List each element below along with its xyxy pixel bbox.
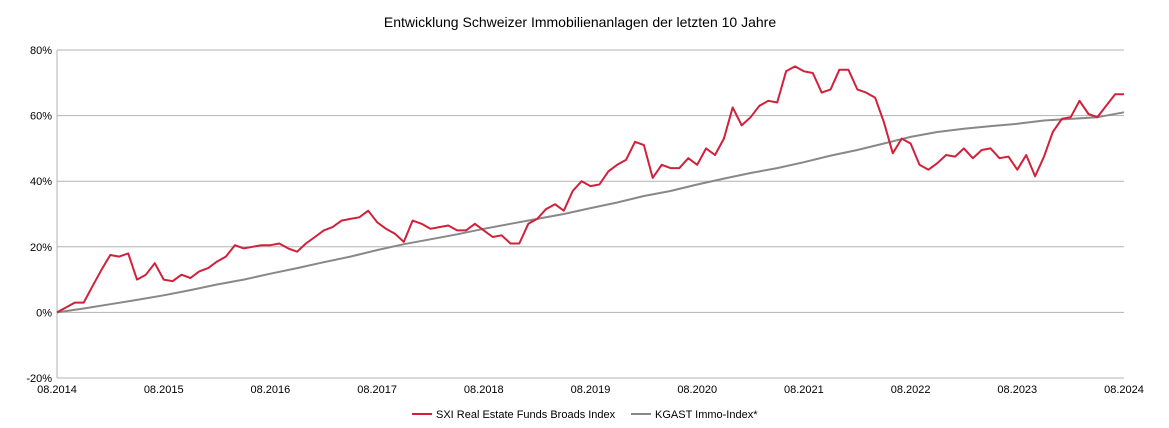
y-tick-label: 0%: [36, 307, 52, 319]
series-line-0: [56, 65, 1124, 314]
y-tick-label: 20%: [30, 242, 52, 254]
y-tick-label: 40%: [30, 176, 52, 188]
y-tick-label: -20%: [26, 373, 52, 385]
legend-label-1: KGAST Immo-Index*: [655, 409, 758, 421]
legend: SXI Real Estate Funds Broads Index KGAST …: [412, 409, 758, 421]
x-tick-label: 08.2018: [464, 384, 504, 396]
grid-lines: [57, 49, 1124, 379]
chart-title: Entwicklung Schweizer Immobilienanlagen …: [384, 14, 776, 30]
y-tick-label: 60%: [30, 111, 52, 123]
x-tick-label: 08.2014: [37, 384, 77, 396]
x-tick-label: 08.2024: [1104, 384, 1144, 396]
series-lines: [56, 65, 1125, 314]
x-tick-label: 08.2020: [677, 384, 717, 396]
x-tick-label: 08.2017: [357, 384, 397, 396]
axes: 80% 60% 40% 20% 0% -20%08.2014 08.2015 08.2016 0…: [26, 45, 1144, 396]
x-tick-label: 08.2023: [997, 384, 1037, 396]
x-tick-label: 08.2021: [784, 384, 824, 396]
y-tick-label: 80%: [30, 45, 52, 57]
series-line-1: [56, 111, 1125, 314]
legend-label-0: SXI Real Estate Funds Broads Index: [436, 409, 616, 421]
x-tick-label: 08.2022: [891, 384, 931, 396]
x-tick-label: 08.2015: [144, 384, 184, 396]
x-tick-label: 08.2016: [251, 384, 291, 396]
x-tick-label: 08.2019: [571, 384, 611, 396]
